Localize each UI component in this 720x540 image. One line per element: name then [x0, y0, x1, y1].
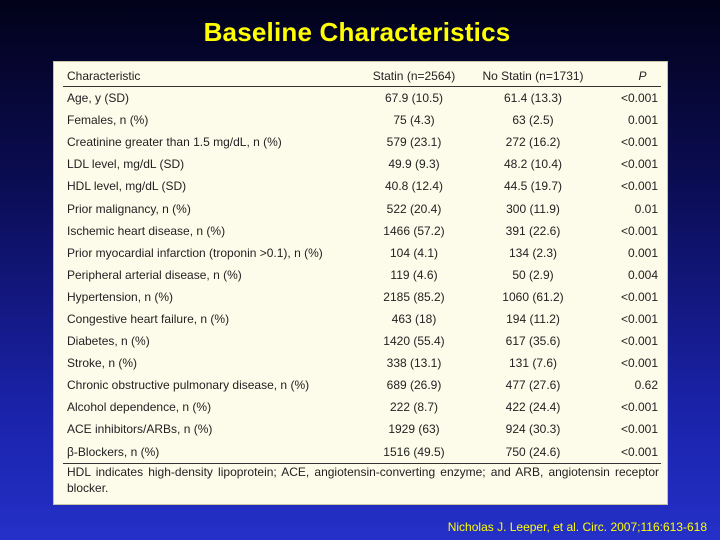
table-row: ACE inhibitors/ARBs, n (%) 1929 (63) 924 (… — [63, 418, 661, 440]
cell-p-value: <0.001 — [587, 440, 661, 464]
cell-p-value: <0.001 — [620, 400, 658, 415]
table-row: Alcohol dependence, n (%) 222 (8.7) 422 (2… — [63, 396, 661, 418]
table-row: Diabetes, n (%) 1420 (55.4) 617 (35.6) <0.0… — [63, 330, 661, 352]
cell-statin: 40.8 (12.4) — [384, 179, 444, 194]
cell-statin: 75 (4.3) — [393, 113, 435, 128]
cell-p-value: <0.001 — [620, 422, 658, 437]
cell-characteristic: Diabetes, n (%) — [67, 334, 150, 349]
cell-p-value: 0.004 — [627, 267, 658, 282]
header-p-value: P — [587, 65, 661, 87]
header-statin: Statin (n=2564) — [349, 65, 479, 87]
cell-p-value: 0.001 — [627, 113, 658, 128]
cell-no-statin: 50 (2.9) — [512, 267, 554, 282]
table-row: Prior malignancy, n (%) 522 (20.4) 300 (11… — [63, 197, 661, 219]
cell-characteristic: Hypertension, n (%) — [67, 289, 174, 304]
cell-characteristic: Age, y (SD) — [67, 91, 130, 106]
table-body: Age, y (SD) 67.9 (10.5) 61.4 (13.3) <0.001 F… — [63, 87, 661, 464]
cell-no-statin: 422 (24.4) — [505, 400, 561, 415]
header-no-statin: No Statin (n=1731) — [479, 65, 587, 87]
table-panel: Characteristic Statin (n=2564) No Statin… — [53, 61, 668, 505]
cell-statin: 119 (4.6) — [390, 267, 438, 282]
cell-statin: 689 (26.9) — [386, 378, 442, 393]
cell-p-value: <0.001 — [620, 334, 658, 349]
cell-statin: 49.9 (9.3) — [388, 157, 440, 172]
cell-no-statin: 391 (22.6) — [505, 223, 561, 238]
table-row: Stroke, n (%) 338 (13.1) 131 (7.6) <0.001 — [63, 352, 661, 374]
cell-p-value: <0.001 — [620, 179, 658, 194]
cell-characteristic: Congestive heart failure, n (%) — [67, 311, 230, 326]
cell-statin: 338 (13.1) — [386, 356, 442, 371]
cell-no-statin: 617 (35.6) — [505, 334, 561, 349]
table-row: Hypertension, n (%) 2185 (85.2) 1060 (61.2… — [63, 286, 661, 308]
table-row: Age, y (SD) 67.9 (10.5) 61.4 (13.3) <0.001 — [63, 87, 661, 110]
cell-statin: 1466 (57.2) — [383, 223, 445, 238]
cell-p-value: <0.001 — [620, 135, 658, 150]
table-row: Prior myocardial infarction (troponin >0… — [63, 242, 661, 264]
cell-statin: 1929 (63) — [388, 422, 440, 437]
cell-no-statin: 272 (16.2) — [505, 135, 561, 150]
table-row: Females, n (%) 75 (4.3) 63 (2.5) 0.001 — [63, 109, 661, 131]
citation: Nicholas J. Leeper, et al. Circ. 2007;11… — [447, 520, 707, 534]
cell-p-value: 0.62 — [634, 378, 658, 393]
cell-statin: 1516 (49.5) — [349, 440, 479, 464]
cell-no-statin: 61.4 (13.3) — [503, 91, 563, 106]
cell-no-statin: 134 (2.3) — [508, 245, 558, 260]
cell-characteristic: Creatinine greater than 1.5 mg/dL, n (%) — [67, 135, 282, 150]
header-characteristic: Characteristic — [63, 65, 349, 87]
cell-no-statin: 750 (24.6) — [479, 440, 587, 464]
cell-no-statin: 63 (2.5) — [512, 113, 554, 128]
cell-p-value: <0.001 — [620, 223, 658, 238]
cell-characteristic: Alcohol dependence, n (%) — [67, 400, 212, 415]
table-row: HDL level, mg/dL (SD) 40.8 (12.4) 44.5 (19… — [63, 175, 661, 197]
cell-p-value: <0.001 — [620, 289, 658, 304]
cell-characteristic: HDL level, mg/dL (SD) — [67, 179, 187, 194]
cell-characteristic: Chronic obstructive pulmonary disease, n… — [67, 378, 310, 393]
table-row: β-Blockers, n (%) 1516 (49.5) 750 (24.6) <0… — [63, 440, 661, 464]
cell-no-statin: 194 (11.2) — [506, 311, 560, 326]
cell-p-value: 0.001 — [627, 245, 658, 260]
cell-characteristic: Females, n (%) — [67, 113, 149, 128]
table-row: Peripheral arterial disease, n (%) 119 (4… — [63, 264, 661, 286]
cell-characteristic: Stroke, n (%) — [67, 356, 138, 371]
cell-statin: 67.9 (10.5) — [384, 91, 444, 106]
cell-characteristic: Peripheral arterial disease, n (%) — [67, 267, 242, 282]
cell-p-value: 0.01 — [634, 201, 658, 216]
characteristics-table: Characteristic Statin (n=2564) No Statin… — [63, 65, 661, 464]
cell-statin: 579 (23.1) — [386, 135, 442, 150]
cell-no-statin: 477 (27.6) — [505, 378, 561, 393]
cell-statin: 522 (20.4) — [386, 201, 442, 216]
table-footnote: HDL indicates high-density lipoprotein; … — [67, 465, 659, 495]
cell-statin: 1420 (55.4) — [383, 334, 445, 349]
cell-characteristic: Prior myocardial infarction (troponin >0… — [67, 245, 323, 260]
cell-no-statin: 300 (11.9) — [506, 201, 560, 216]
slide-title: Baseline Characteristics — [203, 17, 511, 47]
cell-p-value: <0.001 — [620, 311, 658, 326]
cell-no-statin: 924 (30.3) — [505, 422, 561, 437]
cell-p-value: <0.001 — [620, 91, 658, 106]
table-header-row: Characteristic Statin (n=2564) No Statin… — [63, 65, 661, 87]
cell-characteristic: ACE inhibitors/ARBs, n (%) — [67, 422, 213, 437]
cell-no-statin: 44.5 (19.7) — [503, 179, 563, 194]
table-row: LDL level, mg/dL (SD) 49.9 (9.3) 48.2 (10.… — [63, 153, 661, 175]
table-row: Creatinine greater than 1.5 mg/dL, n (%)… — [63, 131, 661, 153]
cell-no-statin: 1060 (61.2) — [502, 289, 564, 304]
cell-characteristic: Prior malignancy, n (%) — [67, 201, 191, 216]
cell-p-value: <0.001 — [620, 157, 658, 172]
table-row: Chronic obstructive pulmonary disease, n… — [63, 374, 661, 396]
cell-statin: 104 (4.1) — [389, 245, 439, 260]
cell-no-statin: 48.2 (10.4) — [503, 157, 563, 172]
cell-characteristic: LDL level, mg/dL (SD) — [67, 157, 185, 172]
cell-statin: 222 (8.7) — [389, 400, 439, 415]
cell-characteristic: β-Blockers, n (%) — [63, 440, 349, 464]
cell-statin: 2185 (85.2) — [383, 289, 445, 304]
cell-statin: 463 (18) — [391, 311, 437, 326]
cell-p-value: <0.001 — [620, 356, 658, 371]
table-row: Ischemic heart disease, n (%) 1466 (57.2)… — [63, 220, 661, 242]
table-row: Congestive heart failure, n (%) 463 (18) 1… — [63, 308, 661, 330]
cell-characteristic: Ischemic heart disease, n (%) — [67, 223, 226, 238]
cell-no-statin: 131 (7.6) — [508, 356, 558, 371]
